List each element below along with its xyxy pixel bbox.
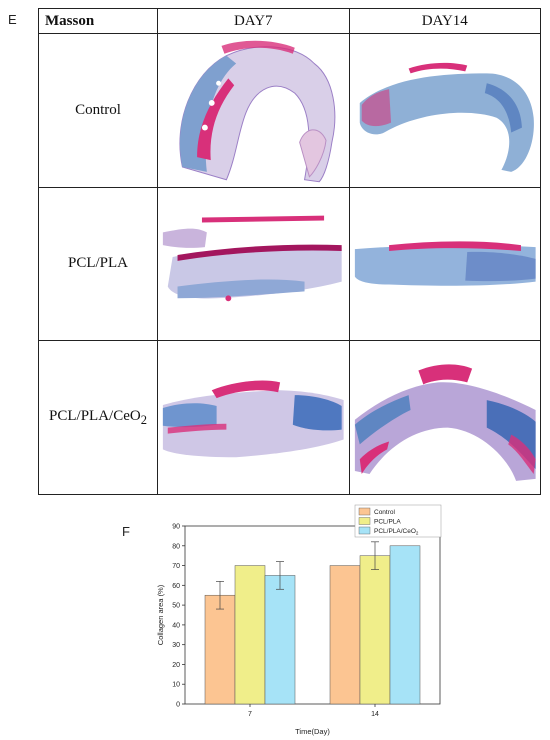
bar-1-day-7	[204, 594, 236, 705]
histology-pcl-pla-ceo2-day7	[157, 340, 350, 495]
bar-1-day-14	[329, 565, 361, 705]
row-label-control: Control	[38, 33, 158, 188]
row-label-pcl-pla: PCL/PLA	[38, 186, 158, 342]
bar-2-day-14	[359, 555, 391, 705]
x-tick-label: 7	[248, 711, 252, 718]
histology-control-day7	[157, 33, 350, 188]
legend-swatch	[358, 517, 371, 525]
plot-frame	[184, 525, 441, 705]
y-tick-label: 20	[172, 662, 180, 669]
y-tick-label: 60	[172, 583, 180, 590]
legend-label: PCL/PLA/CeO2	[374, 528, 419, 536]
y-tick-label: 80	[172, 543, 180, 550]
legend-label-subscript: 2	[416, 531, 419, 536]
bar-3-day-14	[389, 545, 421, 705]
histology-control-day14	[348, 33, 541, 188]
legend-label-main: PCL/PLA/CeO	[374, 528, 416, 535]
masson-stain-grid: Masson DAY7 DAY14 Control	[38, 8, 541, 495]
collagen-area-bar-chart: 0 10 20 30 40 50 60 70 80 90 Collagen area (%) 7 14 T…	[156, 504, 442, 736]
row-label-main: PCL/PLA/CeO	[49, 407, 141, 424]
x-tick-label: 14	[371, 711, 379, 718]
y-tick-label: 50	[172, 603, 180, 610]
histology-pcl-pla-ceo2-day14	[348, 340, 541, 495]
legend-swatch	[358, 526, 371, 535]
legend-label: Control	[374, 509, 396, 516]
row-label-subscript: 2	[140, 412, 147, 427]
bar-2-day-7	[234, 565, 266, 705]
y-tick-label: 70	[172, 563, 180, 570]
panel-e-letter: E	[8, 12, 17, 27]
y-axis-label: Collagen area (%)	[156, 584, 165, 645]
legend-label: PCL/PLA	[374, 519, 401, 526]
bar-3-day-7	[264, 575, 296, 705]
legend-swatch	[358, 507, 371, 516]
column-header-day14: DAY14	[348, 8, 541, 34]
y-tick-label: 40	[172, 622, 180, 629]
panel-f-letter: F	[122, 524, 130, 539]
histology-pcl-pla-day14	[348, 186, 541, 342]
corner-label: Masson	[38, 8, 158, 34]
y-tick-label: 10	[172, 682, 180, 689]
y-tick-label: 30	[172, 642, 180, 649]
x-axis-label: Time(Day)	[295, 727, 330, 736]
histology-pcl-pla-day7	[157, 186, 350, 342]
y-tick-label: 0	[176, 702, 180, 709]
y-tick-label: 90	[172, 524, 180, 531]
column-header-day7: DAY7	[157, 8, 350, 34]
row-label-pcl-pla-ceo2: PCL/PLA/CeO2	[38, 340, 158, 495]
